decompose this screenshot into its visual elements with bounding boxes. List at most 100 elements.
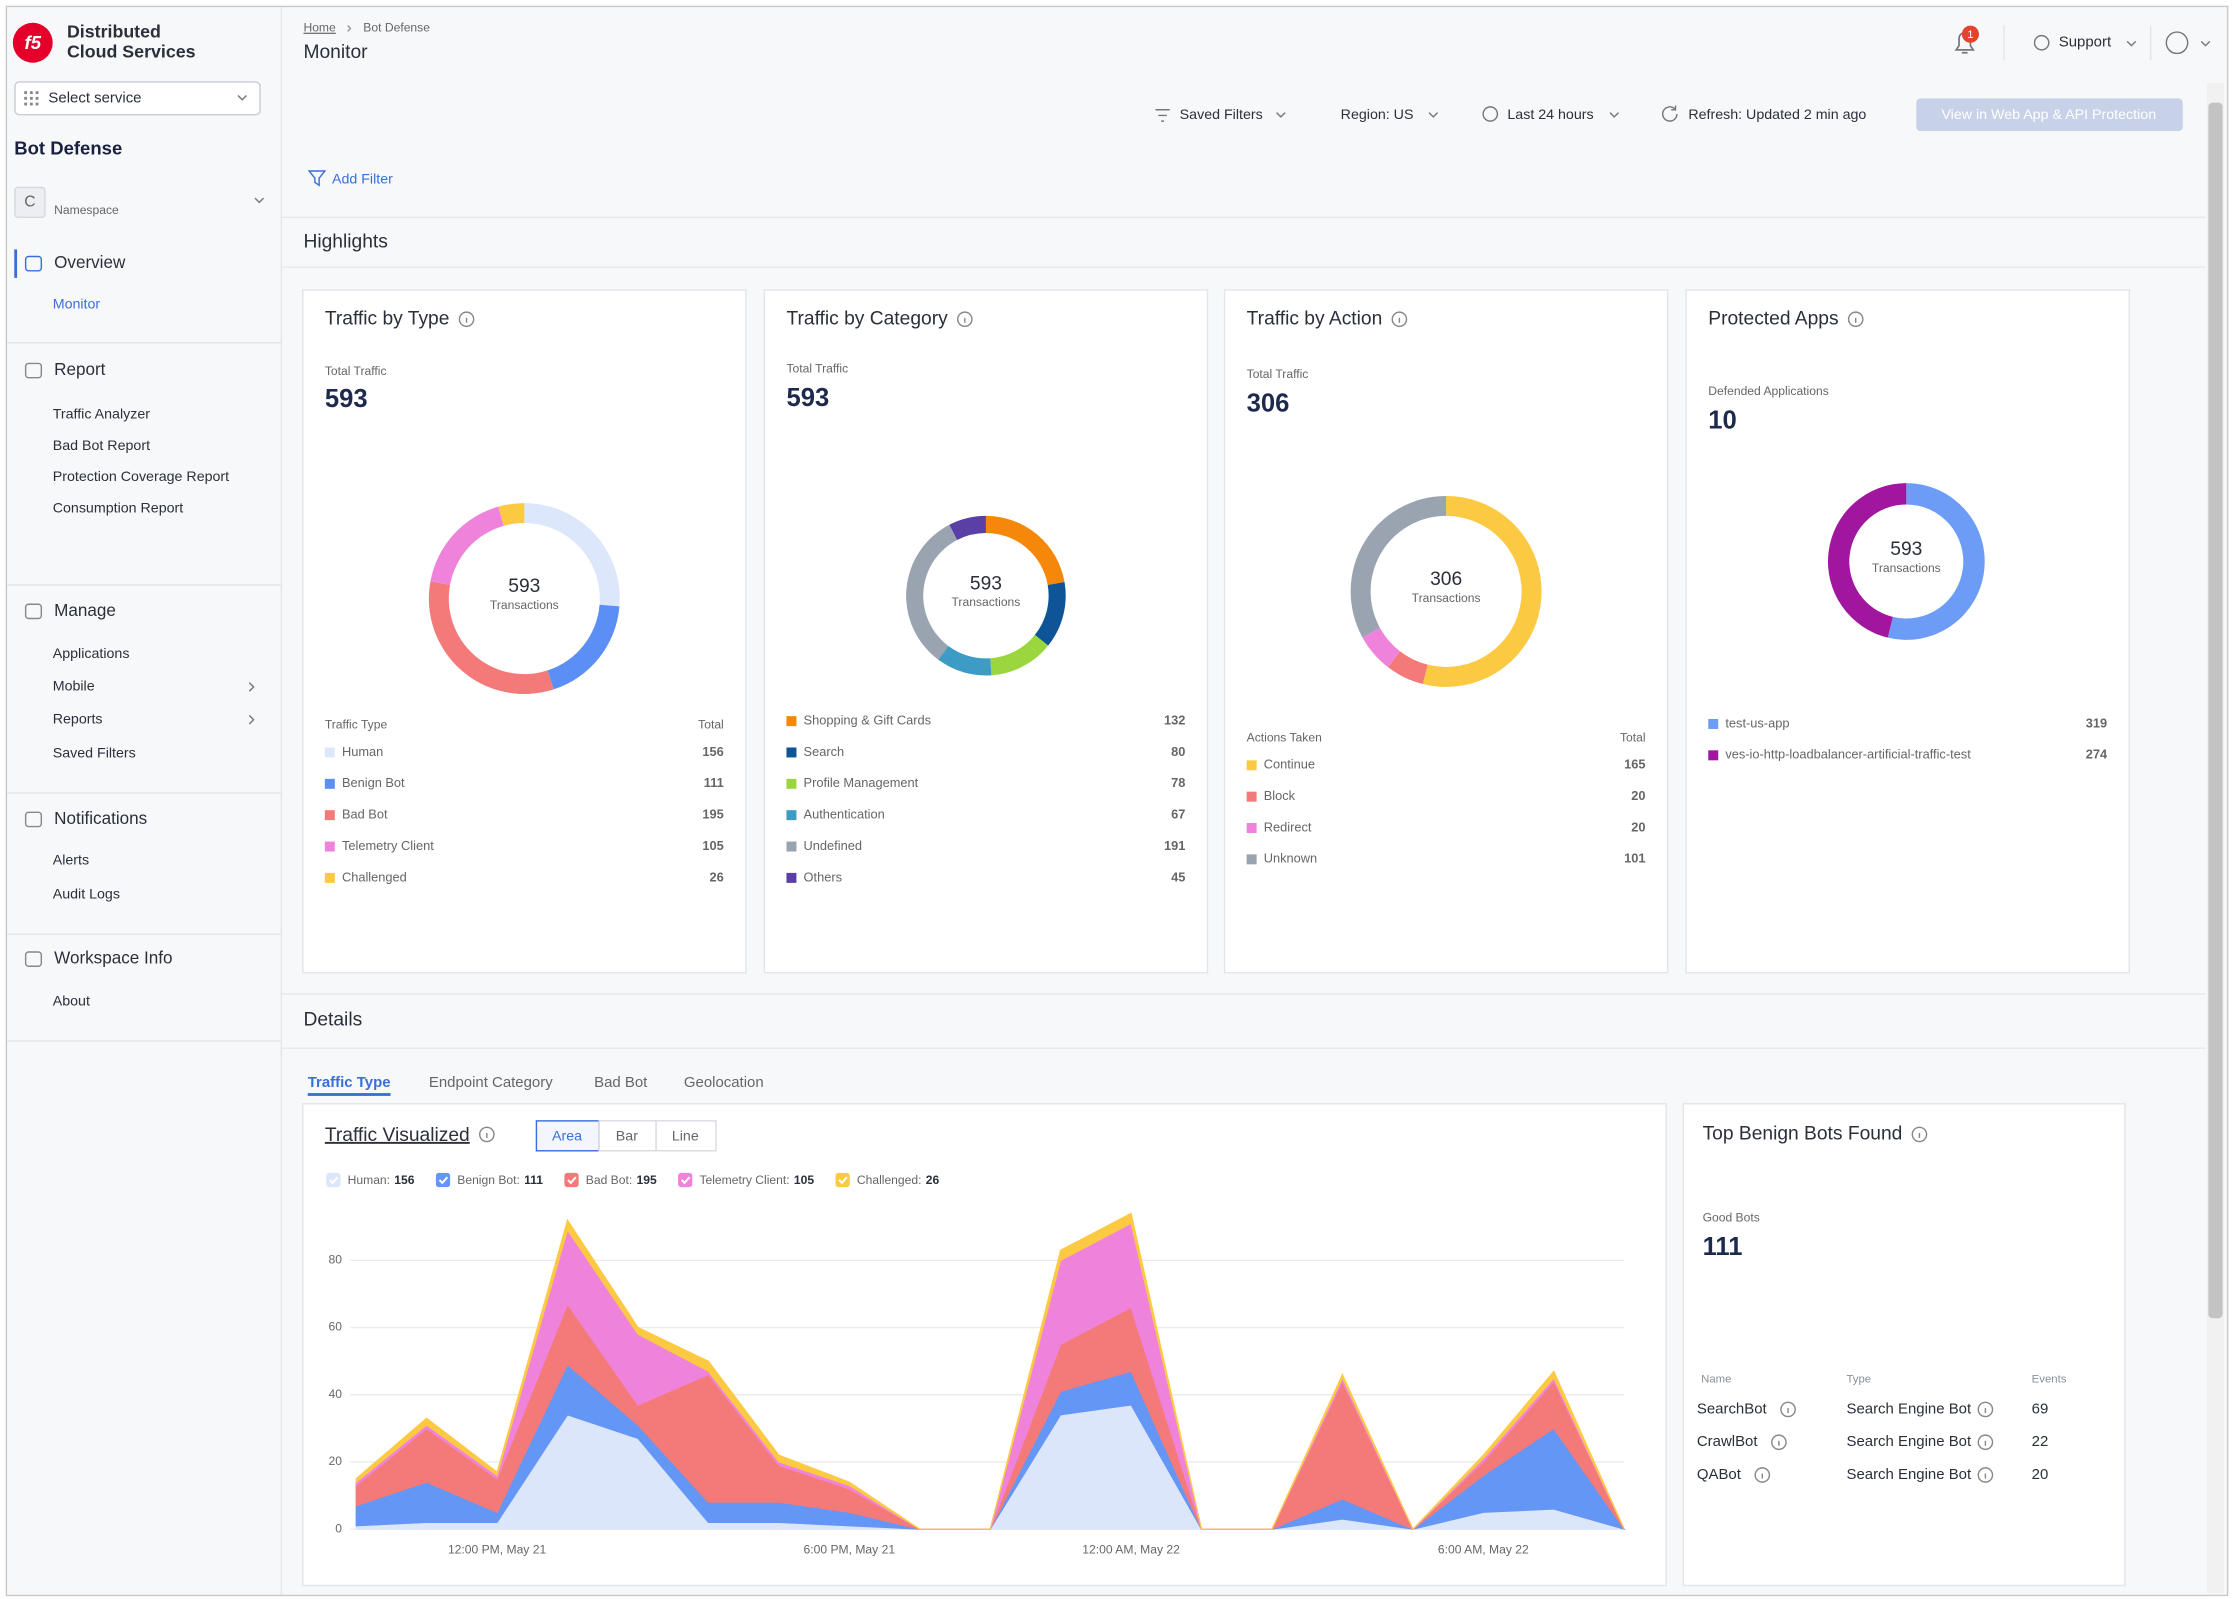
mode-label[interactable]: Area <box>552 1128 582 1144</box>
support[interactable]: Support <box>2059 34 2112 51</box>
legend-value: 274 <box>2086 747 2108 762</box>
info-icon <box>1977 1467 1994 1483</box>
service-select[interactable] <box>14 81 261 116</box>
legend-checkbox[interactable] <box>326 1172 341 1188</box>
mode-button[interactable] <box>655 1120 717 1152</box>
add-filter[interactable]: Add Filter <box>332 171 393 187</box>
card <box>1223 289 1669 974</box>
legend-label: Benign Bot <box>342 775 405 790</box>
legend-value: 67 <box>1171 807 1185 822</box>
nav-item[interactable]: Protection Coverage Report <box>53 469 229 485</box>
chevron <box>1428 112 1439 118</box>
page-title: Monitor <box>303 42 368 63</box>
nav-group[interactable]: Workspace Info <box>54 949 172 968</box>
mode-button[interactable] <box>598 1120 657 1152</box>
chevron <box>248 714 255 725</box>
table-cell: 69 <box>2032 1400 2049 1417</box>
nav-item[interactable]: Reports <box>53 711 103 727</box>
legend-checkbox[interactable] <box>435 1172 451 1188</box>
breadcrumb: Bot Defense <box>363 21 430 35</box>
legend-label: Block <box>1264 788 1296 803</box>
action-button[interactable] <box>1916 98 2183 132</box>
donut-segment <box>524 503 620 607</box>
nav-item[interactable]: Audit Logs <box>53 887 120 903</box>
legend-swatch <box>324 778 335 789</box>
nav-item[interactable]: Bad Bot Report <box>53 438 150 454</box>
card-title: Top Benign Bots Found <box>1703 1123 1903 1144</box>
donut-segment <box>1387 651 1428 685</box>
total-label: Good Bots <box>1703 1211 1760 1225</box>
active-indicator <box>14 249 18 278</box>
card <box>763 289 1209 974</box>
nav-group[interactable]: Notifications <box>54 809 147 828</box>
nav-item[interactable]: Traffic Analyzer <box>53 406 151 422</box>
info-icon <box>458 311 475 328</box>
donut-segment <box>1362 627 1400 668</box>
nav-group[interactable]: Report <box>54 360 106 379</box>
legend-total: 111 <box>524 1173 543 1187</box>
table-cell: Search Engine Bot <box>1846 1466 1972 1483</box>
legend-value: 195 <box>702 807 723 822</box>
action-button-label[interactable]: View in Web App & API Protection <box>1941 107 2156 123</box>
legend-total: 156 <box>394 1173 414 1187</box>
tab[interactable]: Geolocation <box>684 1074 764 1091</box>
region[interactable]: Region: US <box>1341 107 1414 123</box>
chart-title[interactable]: Traffic Visualized <box>325 1125 470 1146</box>
nav-group[interactable]: Overview <box>54 253 126 272</box>
column-header: Events <box>2032 1374 2067 1386</box>
legend-checkbox[interactable] <box>564 1172 579 1188</box>
nav-item[interactable]: About <box>53 994 90 1010</box>
legend-swatch <box>786 747 797 758</box>
nav-group[interactable]: Manage <box>54 601 116 620</box>
nav-item[interactable]: Alerts <box>53 853 89 869</box>
breadcrumb-link[interactable]: Home <box>303 21 336 35</box>
info-icon <box>1911 1126 1928 1143</box>
card <box>1682 1103 2126 1587</box>
service-select-label[interactable]: Select service <box>48 89 141 106</box>
mode-label[interactable]: Line <box>672 1128 699 1144</box>
tab[interactable]: Traffic Type <box>308 1074 391 1091</box>
table-cell: Search Engine Bot <box>1846 1433 1972 1450</box>
chevron <box>2200 40 2211 47</box>
legend-value: 20 <box>1631 819 1645 834</box>
refresh[interactable]: Refresh: Updated 2 min ago <box>1688 107 1866 123</box>
legend-label: Challenged <box>342 869 407 884</box>
filter-icon <box>307 170 327 187</box>
chevron <box>248 682 255 692</box>
legend-swatch <box>324 841 335 852</box>
nav-item[interactable]: Monitor <box>53 297 101 313</box>
nav-item[interactable]: Mobile <box>53 679 95 695</box>
check <box>838 1176 848 1185</box>
center-label: Transactions <box>951 595 1020 609</box>
center-label: Transactions <box>1872 561 1941 575</box>
donut-segment <box>1034 582 1066 646</box>
legend-checkbox[interactable] <box>835 1172 850 1188</box>
tab[interactable]: Endpoint Category <box>429 1074 553 1091</box>
info-icon <box>1977 1434 1994 1451</box>
legend-swatch <box>786 716 797 727</box>
brand: Cloud Services <box>67 41 196 61</box>
clock-icon <box>1482 106 1499 122</box>
legend-value: 156 <box>702 744 723 759</box>
nav-item[interactable]: Consumption Report <box>53 501 184 517</box>
saved-filters[interactable]: Saved Filters <box>1180 107 1263 123</box>
scrollbar-thumb[interactable] <box>2208 102 2223 1319</box>
nav-item[interactable]: Applications <box>53 646 130 662</box>
user-icon[interactable] <box>2165 31 2189 55</box>
refresh-icon <box>1661 105 1678 122</box>
tab[interactable]: Bad Bot <box>594 1074 648 1091</box>
nav-item[interactable]: Saved Filters <box>53 746 136 762</box>
mode-label[interactable]: Bar <box>616 1128 638 1144</box>
legend-label: Bad Bot: <box>586 1173 632 1187</box>
chevron <box>1609 112 1620 118</box>
legend-checkbox[interactable] <box>678 1172 693 1188</box>
namespace-label[interactable]: Namespace <box>54 203 119 217</box>
legend-swatch <box>1246 791 1257 802</box>
time-range[interactable]: Last 24 hours <box>1507 107 1593 123</box>
card <box>302 289 747 974</box>
legend-header: Traffic Type <box>325 718 388 732</box>
nav-icon <box>24 951 43 967</box>
donut-segment <box>1350 495 1447 638</box>
total-value: 111 <box>1703 1233 1743 1261</box>
